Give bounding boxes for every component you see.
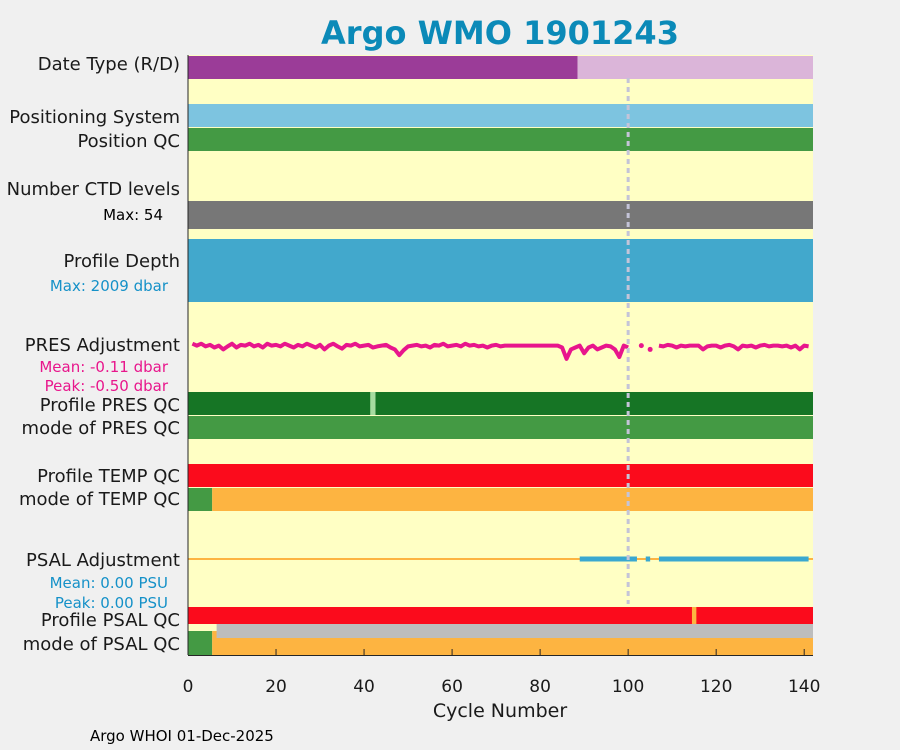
label-psal-adjustment: PSAL Adjustment [26,550,180,571]
pres-adjustment-point [647,346,653,352]
label-positioning-system: Positioning System [9,107,180,128]
x-tick-label: 100 [612,677,644,697]
mode-psal-qc-good-bar [188,631,213,655]
label-ctd-levels: Number CTD levels [7,179,180,200]
profile-temp-qc-bar [188,464,813,487]
psal-adjustment-peak: Peak: 0.00 PSU [55,594,168,612]
psal-adjustment-mean: Mean: 0.00 PSU [50,574,168,592]
x-axis-label: Cycle Number [433,700,567,722]
position-qc-bar [188,128,813,151]
x-tick-label: 140 [788,677,820,697]
label-profile-pres-qc: Profile PRES QC [40,395,180,416]
date-type-realtime-bar [188,56,578,79]
psal-qc-gray-bar [216,624,814,638]
ctd-levels-max: Max: 54 [103,206,163,224]
profile-pres-qc-flag [370,392,376,415]
profile-psal-qc-bar [188,607,813,624]
profile-depth-bar [188,239,813,302]
profile-psal-qc-flag [691,607,697,624]
mode-temp-qc-good-bar [188,488,213,511]
label-profile-psal-qc: Profile PSAL QC [41,610,180,631]
x-tick-label: 20 [265,677,287,697]
mode-temp-qc-probably-bad-bar [212,488,813,511]
ctd-levels-bar [188,201,813,229]
positioning-system-bar [188,104,813,127]
x-tick-label: 0 [183,677,194,697]
footer-source-date: Argo WHOI 01-Dec-2025 [90,727,274,745]
pres-adjustment-peak: Peak: -0.50 dbar [45,377,169,395]
label-date-type: Date Type (R/D) [38,54,180,75]
mode-pres-qc-bar [188,416,813,439]
chart-title: Argo WMO 1901243 [321,14,679,52]
label-position-qc: Position QC [77,131,180,152]
label-mode-psal-qc: mode of PSAL QC [23,634,180,655]
label-profile-temp-qc: Profile TEMP QC [37,466,180,487]
plot-area [188,55,813,655]
profile-depth-max: Max: 2009 dbar [50,277,169,295]
x-tick-label: 40 [353,677,375,697]
profile-pres-qc-bar [188,392,813,415]
label-mode-temp-qc: mode of TEMP QC [19,489,180,510]
pres-adjustment-line [658,342,809,352]
pres-adjustment-line [191,341,629,361]
label-profile-depth: Profile Depth [63,251,180,272]
pres-adjustment-mean: Mean: -0.11 dbar [39,358,169,376]
label-mode-pres-qc: mode of PRES QC [22,418,180,439]
x-axis: 0 20 40 60 80 100 120 140 [183,55,820,697]
x-tick-label: 60 [441,677,463,697]
x-tick-label: 120 [700,677,732,697]
label-pres-adjustment: PRES Adjustment [25,335,180,356]
x-tick-label: 80 [529,677,551,697]
date-type-delayed-bar [577,56,813,79]
pres-adjustment-point [638,343,644,349]
